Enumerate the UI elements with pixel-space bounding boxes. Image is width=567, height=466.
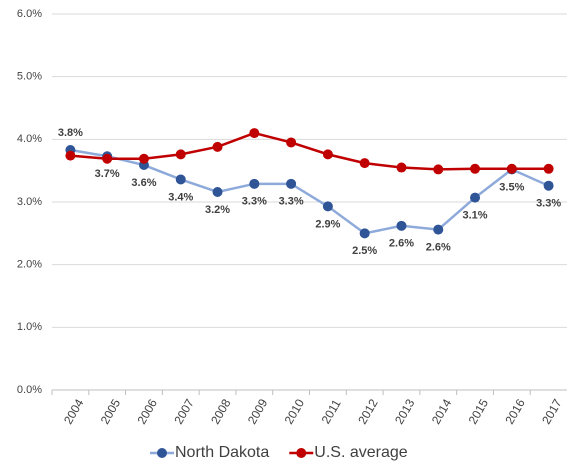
- data-label: 3.5%: [499, 181, 524, 193]
- data-label: 2.9%: [315, 218, 340, 230]
- x-tick-label: 2005: [98, 396, 124, 426]
- data-label: 3.3%: [279, 196, 304, 208]
- data-point: [212, 141, 223, 152]
- data-point: [396, 162, 407, 173]
- data-label: 3.3%: [536, 198, 561, 210]
- legend-label: North Dakota: [175, 444, 269, 461]
- data-label: 2.5%: [352, 245, 377, 257]
- data-point: [322, 201, 333, 212]
- data-point: [359, 158, 370, 169]
- data-point: [543, 180, 554, 191]
- data-point: [359, 228, 370, 239]
- data-point: [138, 153, 149, 164]
- legend-marker: [157, 448, 167, 458]
- y-tick-label: 0.0%: [17, 384, 42, 396]
- data-label: 2.6%: [389, 238, 414, 250]
- y-tick-label: 2.0%: [17, 259, 42, 271]
- x-tick-label: 2004: [61, 396, 87, 426]
- x-tick-label: 2012: [355, 396, 381, 426]
- x-tick-label: 2010: [282, 396, 308, 426]
- x-tick-label: 2013: [392, 396, 418, 426]
- x-tick-label: 2017: [539, 396, 565, 426]
- data-point: [322, 149, 333, 160]
- data-point: [433, 224, 444, 235]
- y-tick-label: 4.0%: [17, 133, 42, 145]
- x-tick-label: 2011: [319, 397, 344, 427]
- x-tick-label: 2008: [208, 396, 234, 426]
- data-label: 3.8%: [58, 127, 83, 139]
- x-tick-label: 2009: [245, 396, 271, 426]
- data-label: 3.2%: [205, 204, 230, 216]
- data-point: [102, 153, 113, 164]
- data-label: 3.3%: [242, 196, 267, 208]
- data-point: [470, 192, 481, 203]
- data-point: [65, 150, 76, 161]
- data-point: [543, 163, 554, 174]
- y-tick-label: 6.0%: [17, 8, 42, 20]
- y-tick-label: 5.0%: [17, 71, 42, 83]
- series-line: [70, 148, 550, 235]
- data-point: [249, 128, 260, 139]
- data-point: [396, 220, 407, 231]
- data-point: [470, 163, 481, 174]
- data-point: [249, 178, 260, 189]
- data-point: [433, 164, 444, 175]
- data-point: [506, 163, 517, 174]
- legend-marker: [296, 448, 307, 458]
- x-tick-label: 2006: [135, 396, 161, 426]
- series-line: [70, 131, 549, 171]
- y-tick-label: 3.0%: [17, 196, 42, 208]
- x-tick-label: 2014: [429, 396, 455, 426]
- data-label: 3.7%: [95, 168, 120, 180]
- x-tick-label: 2007: [171, 396, 197, 426]
- data-point: [175, 174, 186, 185]
- data-label: 3.1%: [462, 210, 487, 222]
- y-tick-label: 1.0%: [17, 321, 42, 333]
- legend-label: U.S. average: [314, 444, 407, 461]
- data-point: [212, 186, 223, 197]
- data-point: [175, 149, 186, 160]
- x-tick-label: 2016: [502, 396, 528, 426]
- data-point: [286, 137, 297, 148]
- data-label: 3.4%: [168, 191, 193, 203]
- data-label: 2.6%: [426, 241, 451, 253]
- legend: North Dakota U.S. average: [150, 444, 408, 461]
- data-point: [286, 178, 297, 189]
- x-tick-label: 2015: [466, 396, 492, 426]
- data-label: 3.6%: [131, 177, 156, 189]
